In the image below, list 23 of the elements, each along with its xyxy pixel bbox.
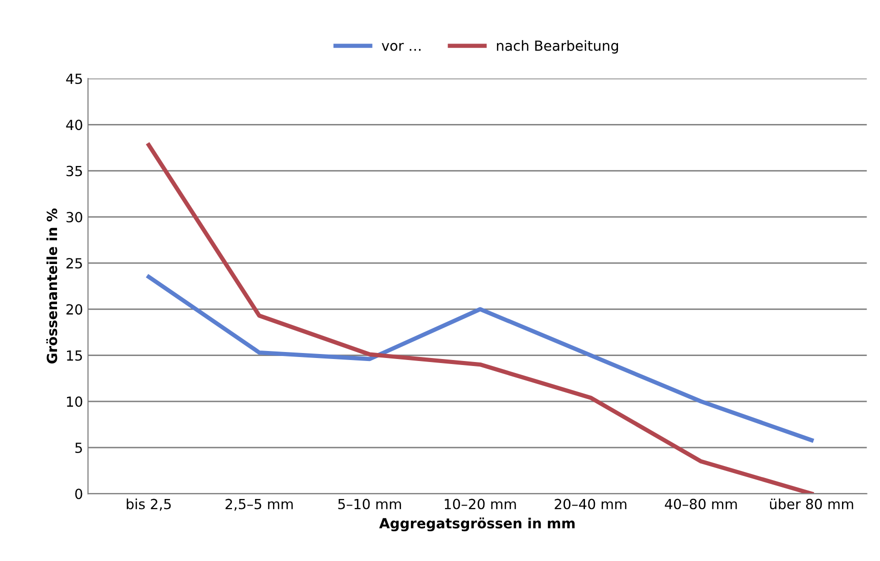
legend-label: vor … [382, 42, 420, 51]
line-series [146, 274, 814, 442]
y-tick-label: 45 [66, 74, 82, 84]
y-tick-label: 40 [66, 120, 82, 130]
x-tick-label: 10–20 mm [444, 498, 516, 510]
y-tick-label: 10 [66, 396, 82, 407]
y-tick-label: 0 [75, 488, 82, 500]
x-tick-label: bis 2,5 [126, 498, 171, 511]
x-tick-label: 20–40 mm [554, 498, 626, 510]
line-series [146, 142, 814, 494]
y-tick-label: 20 [66, 304, 82, 315]
x-tick-label: über 80 mm [770, 498, 854, 510]
x-axis-title: Aggregatsgrössen in mm [379, 518, 575, 532]
y-tick-label: 30 [66, 212, 82, 222]
y-tick-label: 35 [66, 166, 82, 176]
x-tick-label: 2,5–5 mm [226, 498, 293, 511]
y-tick-label: 5 [75, 442, 82, 454]
y-tick-label: 25 [66, 258, 82, 269]
x-tick-label: 40–80 mm [664, 498, 737, 510]
legend-label: nach Bearbeitung [496, 40, 618, 54]
x-tick-label: 5–10 mm [338, 498, 401, 510]
y-tick-label: 15 [66, 350, 82, 361]
y-axis-title: Grössenanteile in % [46, 208, 58, 364]
